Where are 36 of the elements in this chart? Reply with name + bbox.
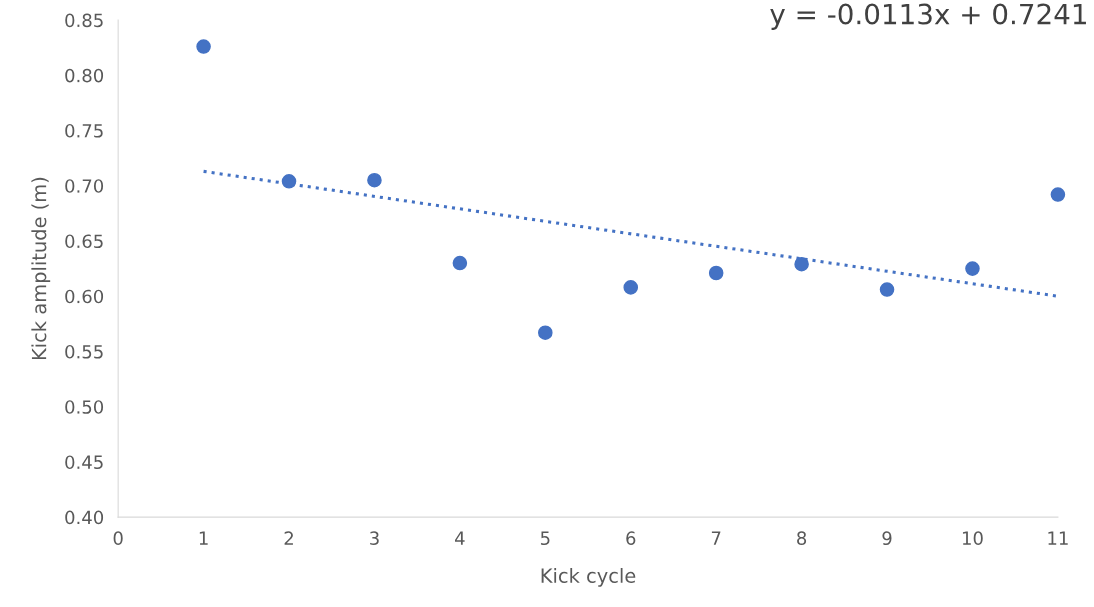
annotation: y = -0.0113x + 0.7241 <box>770 3 1086 30</box>
x-tick-label: 1 <box>199 531 208 545</box>
x-tick-label: 8 <box>797 531 807 546</box>
point <box>196 39 211 54</box>
point <box>281 174 297 189</box>
y-tick-label: 0.85 <box>65 13 103 28</box>
y-tick-label: 0.40 <box>65 510 104 525</box>
x-tick-label: 5 <box>540 531 550 546</box>
x-tick-label: 10 <box>962 531 983 546</box>
x-tick-label: 0 <box>113 531 123 546</box>
y-tick-label: 0.55 <box>65 344 103 359</box>
point <box>879 282 895 297</box>
point <box>452 255 468 271</box>
point <box>367 172 382 188</box>
y-axis-title: Kick amplitude (m) <box>31 177 51 360</box>
point <box>1050 187 1066 202</box>
y-tick-label: 0.70 <box>65 179 104 193</box>
x-tick-label: 2 <box>284 531 293 545</box>
y-tick-label: 0.60 <box>65 289 104 304</box>
y-tick-label: 0.45 <box>65 455 103 470</box>
point <box>708 265 724 281</box>
x-tick-label: 6 <box>626 531 636 546</box>
x-tick-label: 3 <box>370 531 379 546</box>
y-tick-label: 0.50 <box>65 400 104 414</box>
y-tick-label: 0.75 <box>65 123 103 138</box>
x-tick-label: 11 <box>1048 531 1068 545</box>
point <box>538 325 553 340</box>
x-axis-title: Kick cycle <box>541 567 636 587</box>
y-tick-label: 0.80 <box>65 68 104 83</box>
x-tick-label: 9 <box>882 531 892 546</box>
x-tick-label: 4 <box>455 531 465 545</box>
y-tick-label: 0.65 <box>65 234 103 249</box>
point <box>965 261 980 276</box>
point <box>623 280 639 295</box>
x-tick-label: 7 <box>711 531 721 545</box>
point <box>794 256 809 272</box>
